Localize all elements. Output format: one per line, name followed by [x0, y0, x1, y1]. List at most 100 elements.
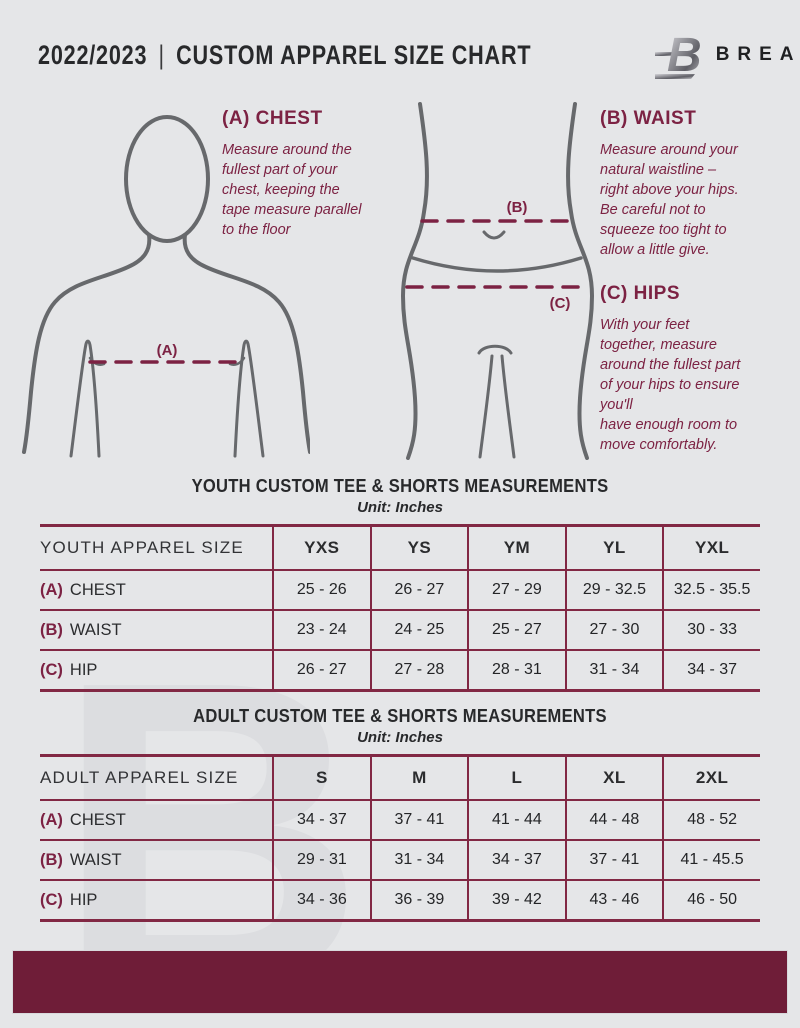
waist-guide-heading: (B) WAIST	[600, 108, 697, 129]
waist-guide: (B) WAIST Measure around your natural wa…	[600, 108, 786, 260]
table-header-row: YOUTH APPAREL SIZE YXS YS YM YL YXL	[40, 525, 760, 571]
measurement-cell: 34 - 37	[272, 800, 371, 841]
row-label-cell: (C) HIP	[40, 650, 273, 692]
hips-guide-heading: (C) HIPS	[600, 283, 680, 304]
youth-size-table: YOUTH APPAREL SIZE YXS YS YM YL YXL (A) C…	[40, 524, 760, 692]
measurement-cell: 31 - 34	[564, 650, 664, 692]
measurement-cell: 29 - 31	[272, 840, 371, 881]
table-row: (A) CHEST 25 - 26 26 - 27 27 - 29 29 - 32…	[40, 570, 760, 611]
right-armpit-notch	[228, 356, 246, 366]
header: 2022/2023 | CUSTOM APPAREL SIZE CHART B	[38, 28, 800, 82]
row-label: WAIST	[69, 620, 122, 639]
size-header: XL	[564, 755, 664, 801]
row-label: WAIST	[69, 850, 122, 869]
measurement-cell: 37 - 41	[564, 840, 664, 881]
adult-section: ADULT CUSTOM TEE & SHORTS MEASUREMENTS U…	[0, 700, 800, 922]
measurement-cell: 27 - 28	[369, 650, 469, 692]
measurement-cell: 25 - 26	[271, 570, 371, 611]
measurement-cell: 41 - 44	[467, 800, 566, 841]
upper-body-figure: (A)	[22, 115, 310, 458]
measurement-cell: 26 - 27	[369, 570, 469, 611]
hips-marker-label: (C)	[550, 295, 571, 312]
head-outline	[124, 115, 210, 243]
measurement-cell: 48 - 52	[662, 800, 760, 841]
measurement-cell: 34 - 36	[272, 880, 371, 922]
title-text: CUSTOM APPAREL SIZE CHART	[176, 39, 532, 70]
measurement-cell: 43 - 46	[564, 880, 664, 922]
footer-band	[12, 950, 788, 1014]
measurement-cell: 24 - 25	[369, 610, 469, 651]
measurement-cell: 44 - 48	[564, 800, 664, 841]
chest-guide-heading: (A) CHEST	[222, 108, 323, 129]
measurement-cell: 26 - 27	[271, 650, 371, 692]
size-header: S	[272, 755, 371, 801]
logo-letter: B	[667, 29, 701, 82]
row-label-cell: (B) WAIST	[40, 840, 274, 881]
row-marker: (B)	[40, 620, 63, 639]
adult-size-column-header: ADULT APPAREL SIZE	[40, 755, 274, 801]
chest-guide: (A) CHEST Measure around the fullest par…	[222, 108, 408, 240]
youth-size-column-header: YOUTH APPAREL SIZE	[40, 525, 273, 571]
adult-table-unit: Unit: Inches	[357, 729, 443, 746]
inner-right-leg-line	[500, 354, 516, 459]
measurement-cell: 41 - 45.5	[662, 840, 760, 881]
waist-marker-label: (B)	[507, 199, 528, 216]
navel-mark	[482, 230, 506, 240]
chest-guide-description: Measure around the fullest part of your …	[222, 142, 362, 238]
hips-guide-description: With your feet together, measure around …	[600, 317, 741, 453]
size-header: L	[467, 755, 566, 801]
measurement-cell: 30 - 33	[662, 610, 760, 651]
row-label: CHEST	[69, 580, 126, 599]
measurement-cell: 25 - 27	[467, 610, 566, 651]
measurement-cell: 27 - 30	[564, 610, 664, 651]
table-row: (B) WAIST 29 - 31 31 - 34 34 - 37 37 - 41…	[40, 840, 760, 881]
row-label: HIP	[69, 660, 98, 679]
measurement-cell: 28 - 31	[467, 650, 566, 692]
youth-table-title: YOUTH CUSTOM TEE & SHORTS MEASUREMENTS	[191, 476, 609, 496]
measurement-cell: 46 - 50	[662, 880, 760, 922]
left-armpit-notch	[88, 356, 106, 366]
measurement-cell: 37 - 41	[369, 800, 469, 841]
row-label-cell: (B) WAIST	[40, 610, 273, 651]
size-header: YM	[467, 525, 566, 571]
left-torso-leg-outline	[400, 102, 429, 460]
table-row: (A) CHEST 34 - 37 37 - 41 41 - 44 44 - 48…	[40, 800, 760, 841]
crotch-curve	[477, 344, 513, 355]
brand-logo-group: B BREAKAWAY	[654, 27, 800, 83]
table-header-row: ADULT APPAREL SIZE S M L XL 2XL	[40, 755, 760, 801]
lower-body-figure: (B) (C)	[400, 102, 595, 460]
table-row: (B) WAIST 23 - 24 24 - 25 25 - 27 27 - 30…	[40, 610, 760, 651]
size-header: M	[369, 755, 469, 801]
adult-size-table: ADULT APPAREL SIZE S M L XL 2XL (A) CHEST…	[40, 754, 760, 922]
size-header: 2XL	[662, 755, 760, 801]
measurement-cell: 36 - 39	[369, 880, 469, 922]
right-torso-leg-outline	[566, 102, 595, 460]
row-label-cell: (A) CHEST	[40, 800, 274, 841]
right-shoulder-arm-outline	[182, 233, 310, 454]
breakaway-b-logo-icon: B	[654, 29, 701, 82]
row-marker: (A)	[40, 810, 63, 829]
waist-guide-description: Measure around your natural waistline – …	[600, 142, 739, 258]
measurement-cell: 34 - 37	[467, 840, 566, 881]
measurement-cell: 34 - 37	[662, 650, 760, 692]
row-label-cell: (C) HIP	[40, 880, 274, 922]
season-label: 2022/2023	[38, 39, 148, 70]
table-row: (C) HIP 34 - 36 36 - 39 39 - 42 43 - 46 4…	[40, 880, 760, 922]
size-header: YXS	[271, 525, 371, 571]
size-header: YS	[369, 525, 469, 571]
measurement-cell: 31 - 34	[369, 840, 469, 881]
left-shoulder-arm-outline	[22, 233, 152, 454]
measurement-cell: 27 - 29	[467, 570, 566, 611]
youth-table-unit: Unit: Inches	[357, 499, 443, 516]
row-marker: (B)	[40, 850, 63, 869]
row-marker: (A)	[40, 580, 63, 599]
right-armpit-line	[233, 339, 265, 458]
row-label: CHEST	[69, 810, 126, 829]
row-label: HIP	[69, 890, 98, 909]
hips-guide: (C) HIPS With your feet together, measur…	[600, 283, 786, 455]
brand-name: BREAKAWAY	[715, 44, 800, 65]
row-marker: (C)	[40, 890, 63, 909]
chest-marker-label: (A)	[157, 342, 178, 359]
table-row: (C) HIP 26 - 27 27 - 28 28 - 31 31 - 34 3…	[40, 650, 760, 692]
measurement-cell: 29 - 32.5	[564, 570, 664, 611]
